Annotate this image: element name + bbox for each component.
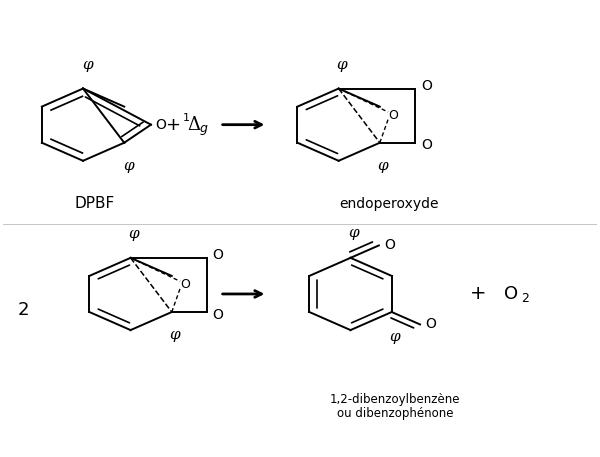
Text: 2: 2 xyxy=(521,292,529,305)
Text: g: g xyxy=(200,122,208,135)
Text: +: + xyxy=(164,116,179,133)
Text: φ: φ xyxy=(377,159,388,173)
Text: 1,2-dibenzoylbenzène: 1,2-dibenzoylbenzène xyxy=(330,393,460,406)
Text: O: O xyxy=(212,308,224,322)
Text: O: O xyxy=(421,79,431,93)
Text: φ: φ xyxy=(124,159,134,173)
Text: endoperoxyde: endoperoxyde xyxy=(340,197,439,211)
Text: 1: 1 xyxy=(182,113,190,123)
Text: φ: φ xyxy=(169,329,180,342)
Text: O: O xyxy=(504,285,518,303)
Text: O: O xyxy=(425,318,436,331)
Text: O: O xyxy=(155,117,167,132)
Text: φ: φ xyxy=(348,226,359,240)
Text: φ: φ xyxy=(336,58,347,72)
Text: Δ: Δ xyxy=(188,116,200,133)
Text: O: O xyxy=(180,278,190,292)
Text: DPBF: DPBF xyxy=(75,196,115,211)
Text: +: + xyxy=(470,284,487,303)
Text: O: O xyxy=(212,248,224,262)
Text: O: O xyxy=(421,138,431,153)
Text: O: O xyxy=(388,109,398,122)
Text: O: O xyxy=(384,239,395,252)
Text: φ: φ xyxy=(389,330,400,344)
Text: φ: φ xyxy=(128,228,139,241)
Text: 2: 2 xyxy=(18,301,29,319)
Text: φ: φ xyxy=(82,58,93,72)
Text: ou dibenzophénone: ou dibenzophénone xyxy=(337,407,454,420)
